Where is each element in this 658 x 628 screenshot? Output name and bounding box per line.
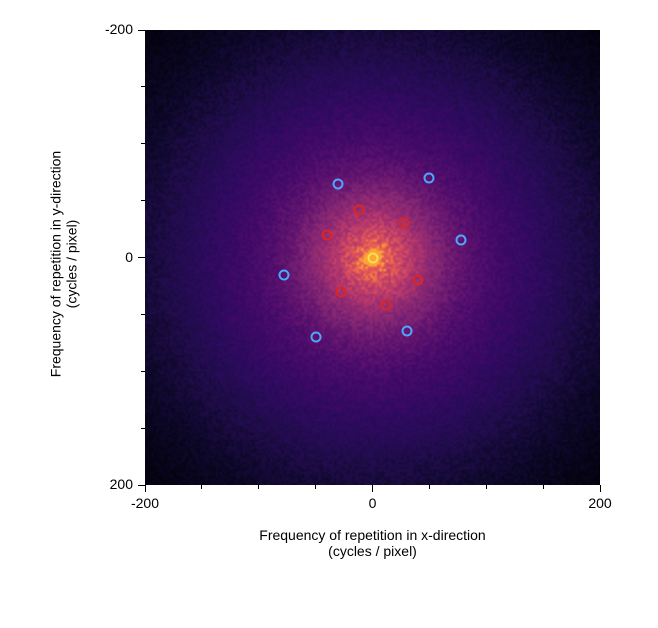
marker-circle — [333, 178, 344, 189]
marker-circle — [413, 275, 424, 286]
y-minor-tick — [141, 143, 145, 144]
x-tick-label: 200 — [570, 495, 630, 511]
y-minor-tick — [141, 314, 145, 315]
y-minor-tick — [141, 428, 145, 429]
y-axis-label: Frequency of repetition in y-direction (… — [47, 36, 79, 491]
marker-circle — [367, 252, 378, 263]
plot-area — [145, 30, 600, 485]
x-tick-label: -200 — [115, 495, 175, 511]
marker-circle — [401, 326, 412, 337]
x-minor-tick — [486, 485, 487, 489]
fft-frequency-chart: -200 0 200 -200 0 200 Frequency of repetition… — [0, 0, 658, 628]
marker-circle — [456, 235, 467, 246]
y-tick — [138, 257, 145, 258]
marker-circle — [381, 300, 392, 311]
marker-circle — [353, 204, 364, 215]
x-minor-tick — [543, 485, 544, 489]
y-tick-label: 200 — [85, 476, 133, 492]
marker-circle — [278, 269, 289, 280]
x-tick-label: 0 — [343, 495, 403, 511]
marker-circle — [399, 218, 410, 229]
x-tick — [600, 485, 601, 492]
x-minor-tick — [258, 485, 259, 489]
x-minor-tick — [315, 485, 316, 489]
marker-circle — [424, 172, 435, 183]
x-minor-tick — [201, 485, 202, 489]
y-minor-tick — [141, 371, 145, 372]
x-tick — [145, 485, 146, 492]
x-tick — [372, 485, 373, 492]
x-axis-label: Frequency of repetition in x-direction (… — [145, 527, 600, 559]
marker-circle — [335, 286, 346, 297]
x-minor-tick — [429, 485, 430, 489]
y-minor-tick — [141, 86, 145, 87]
y-tick — [138, 485, 145, 486]
y-tick-label: -200 — [85, 21, 133, 37]
marker-circle — [310, 332, 321, 343]
y-minor-tick — [141, 200, 145, 201]
y-tick — [138, 30, 145, 31]
marker-circle — [322, 229, 333, 240]
y-tick-label: 0 — [85, 249, 133, 265]
